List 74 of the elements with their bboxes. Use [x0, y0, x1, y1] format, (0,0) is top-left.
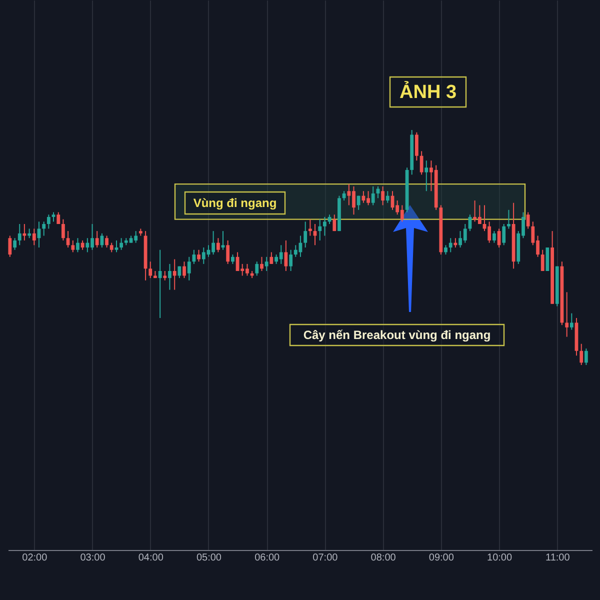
- x-tick-label: 06:00: [254, 552, 280, 564]
- candlestick: [231, 254, 234, 264]
- x-tick-label: 05:00: [196, 552, 222, 564]
- candlestick: [313, 224, 317, 246]
- x-tick-label: 10:00: [487, 552, 512, 564]
- candlestick: [318, 218, 322, 241]
- candlestick: [120, 238, 124, 250]
- candlestick: [444, 244, 448, 256]
- candlestick: [114, 240, 118, 253]
- x-tick-label: 09:00: [428, 552, 454, 564]
- candlestick: [221, 230, 225, 250]
- candlestick: [332, 214, 336, 232]
- candlestick: [565, 292, 569, 338]
- candlestick: [46, 214, 50, 230]
- candlestick: [226, 240, 230, 264]
- candlestick: [71, 240, 75, 253]
- candlestick: [255, 261, 259, 276]
- candlestick: [148, 261, 152, 279]
- candlestick: [28, 228, 32, 239]
- candlestick: [158, 249, 162, 318]
- candlestick: [32, 228, 36, 246]
- x-tick-label: 11:00: [545, 552, 570, 564]
- candlestick: [570, 312, 574, 330]
- candlestick: [95, 230, 99, 248]
- candlestick: [76, 238, 80, 253]
- annotation: Cây nến Breakout vùng đi ngang: [303, 328, 491, 342]
- candlestick: [356, 195, 360, 210]
- chart-title: ẢNH 3: [399, 80, 457, 103]
- candlestick: [216, 238, 220, 253]
- candlestick: [284, 240, 288, 272]
- candlestick: [197, 249, 200, 262]
- x-tick-label: 08:00: [370, 552, 396, 564]
- candlestick: [381, 186, 385, 206]
- candlestick: [8, 235, 12, 258]
- candlestick: [105, 235, 108, 248]
- candlestick: [260, 256, 264, 272]
- candlestick: [18, 224, 22, 246]
- candlestick: [304, 221, 308, 248]
- candlestick: [322, 216, 326, 236]
- candlestick: [110, 242, 114, 253]
- candlestick: [13, 238, 16, 250]
- candlestick: [62, 218, 65, 241]
- candlestick: [42, 221, 46, 236]
- candlestick: [584, 348, 588, 366]
- candlestick: [502, 224, 506, 246]
- candlestick: [168, 263, 172, 290]
- candlestick: [289, 249, 293, 272]
- candlestick: [187, 256, 191, 281]
- x-tick-label: 03:00: [80, 552, 106, 564]
- candlestick: [526, 212, 530, 230]
- candlestick: [172, 258, 176, 290]
- candlestick: [80, 240, 84, 250]
- candlestick: [371, 186, 375, 206]
- candlestick: [163, 270, 167, 281]
- candlestick: [386, 190, 390, 204]
- candlestick: [492, 230, 496, 244]
- candlestick: [546, 248, 550, 271]
- candlestick: [580, 343, 584, 366]
- candlestick: [420, 150, 424, 176]
- band-label: Vùng đi ngang: [193, 196, 277, 210]
- candlestick: [182, 261, 186, 279]
- candlestick: [308, 218, 312, 236]
- candlestick: [270, 252, 274, 264]
- candlestick: [52, 212, 56, 222]
- x-tick-label: 07:00: [312, 552, 338, 564]
- candlestick: [424, 160, 428, 192]
- candlestick: [264, 256, 268, 272]
- candlestick: [448, 238, 452, 253]
- candlestick: [507, 209, 510, 230]
- candlestick: [414, 132, 418, 162]
- candlestick: [22, 224, 26, 241]
- x-tick-label: 02:00: [22, 552, 48, 564]
- candlestick: [540, 249, 544, 272]
- x-tick-label: 04:00: [138, 552, 164, 564]
